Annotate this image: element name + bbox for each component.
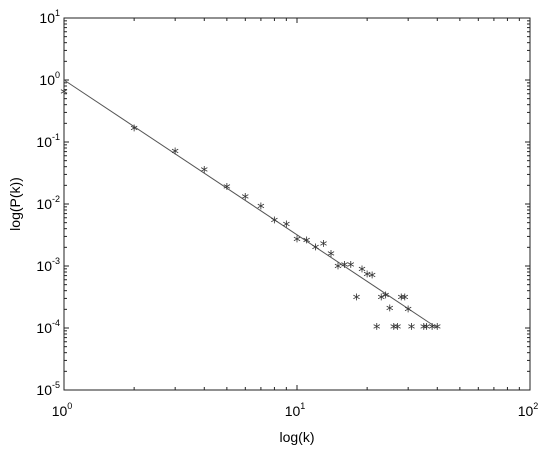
data-point: * <box>257 199 265 217</box>
data-point: * <box>373 320 381 338</box>
data-point: * <box>60 85 68 103</box>
x-tick-label: 100 <box>52 401 73 419</box>
data-point: * <box>382 289 390 307</box>
y-tick-label: 10-5 <box>36 380 60 398</box>
data-point: * <box>130 121 138 139</box>
data-point: * <box>363 268 371 286</box>
fit-line-path <box>63 79 438 329</box>
y-tick-label: 10-2 <box>36 194 60 212</box>
y-tick-label: 100 <box>39 70 60 88</box>
data-point: * <box>341 258 349 276</box>
data-point: * <box>320 237 328 255</box>
data-point: * <box>428 320 436 338</box>
y-tick-label: 10-1 <box>36 132 60 150</box>
data-point: * <box>312 241 320 259</box>
data-point: * <box>283 218 291 236</box>
data-point: * <box>397 290 405 308</box>
data-point: * <box>347 258 355 276</box>
data-point: * <box>201 163 209 181</box>
x-tick-label: 101 <box>285 401 306 419</box>
data-point: * <box>271 214 279 232</box>
data-point: * <box>434 320 442 338</box>
data-point: * <box>242 190 250 208</box>
data-point: * <box>386 301 394 319</box>
plot-area <box>63 17 531 391</box>
fit-line <box>63 79 438 329</box>
data-point: * <box>394 320 402 338</box>
tick-labels: 100 101 102 10-5 10-4 10-3 10-2 10-1 100 101 <box>36 8 538 419</box>
data-points: ******** ** * * *** **************** **** <box>60 85 441 338</box>
x-axis-label: log(k) <box>279 429 314 445</box>
data-point: * <box>303 233 311 251</box>
data-point: * <box>390 320 398 338</box>
axis-ticks <box>63 18 530 391</box>
data-point: * <box>327 247 335 265</box>
x-tick-label: 102 <box>518 401 539 419</box>
y-tick-label: 10-4 <box>36 318 60 336</box>
data-point: * <box>293 232 301 250</box>
data-point: * <box>404 303 412 321</box>
data-point: * <box>423 320 431 338</box>
y-tick-label: 10-3 <box>36 256 60 274</box>
data-point: * <box>420 320 428 338</box>
data-point: * <box>358 262 366 280</box>
data-point: * <box>378 290 386 308</box>
data-point: * <box>334 259 342 277</box>
data-point: * <box>368 268 376 286</box>
data-point: * <box>171 144 179 162</box>
data-point: * <box>223 180 231 198</box>
y-axis-label: log(P(k)) <box>7 177 23 231</box>
data-point: * <box>353 290 361 308</box>
data-point: * <box>401 290 409 308</box>
data-point: * <box>408 320 416 338</box>
y-tick-label: 101 <box>39 8 60 26</box>
